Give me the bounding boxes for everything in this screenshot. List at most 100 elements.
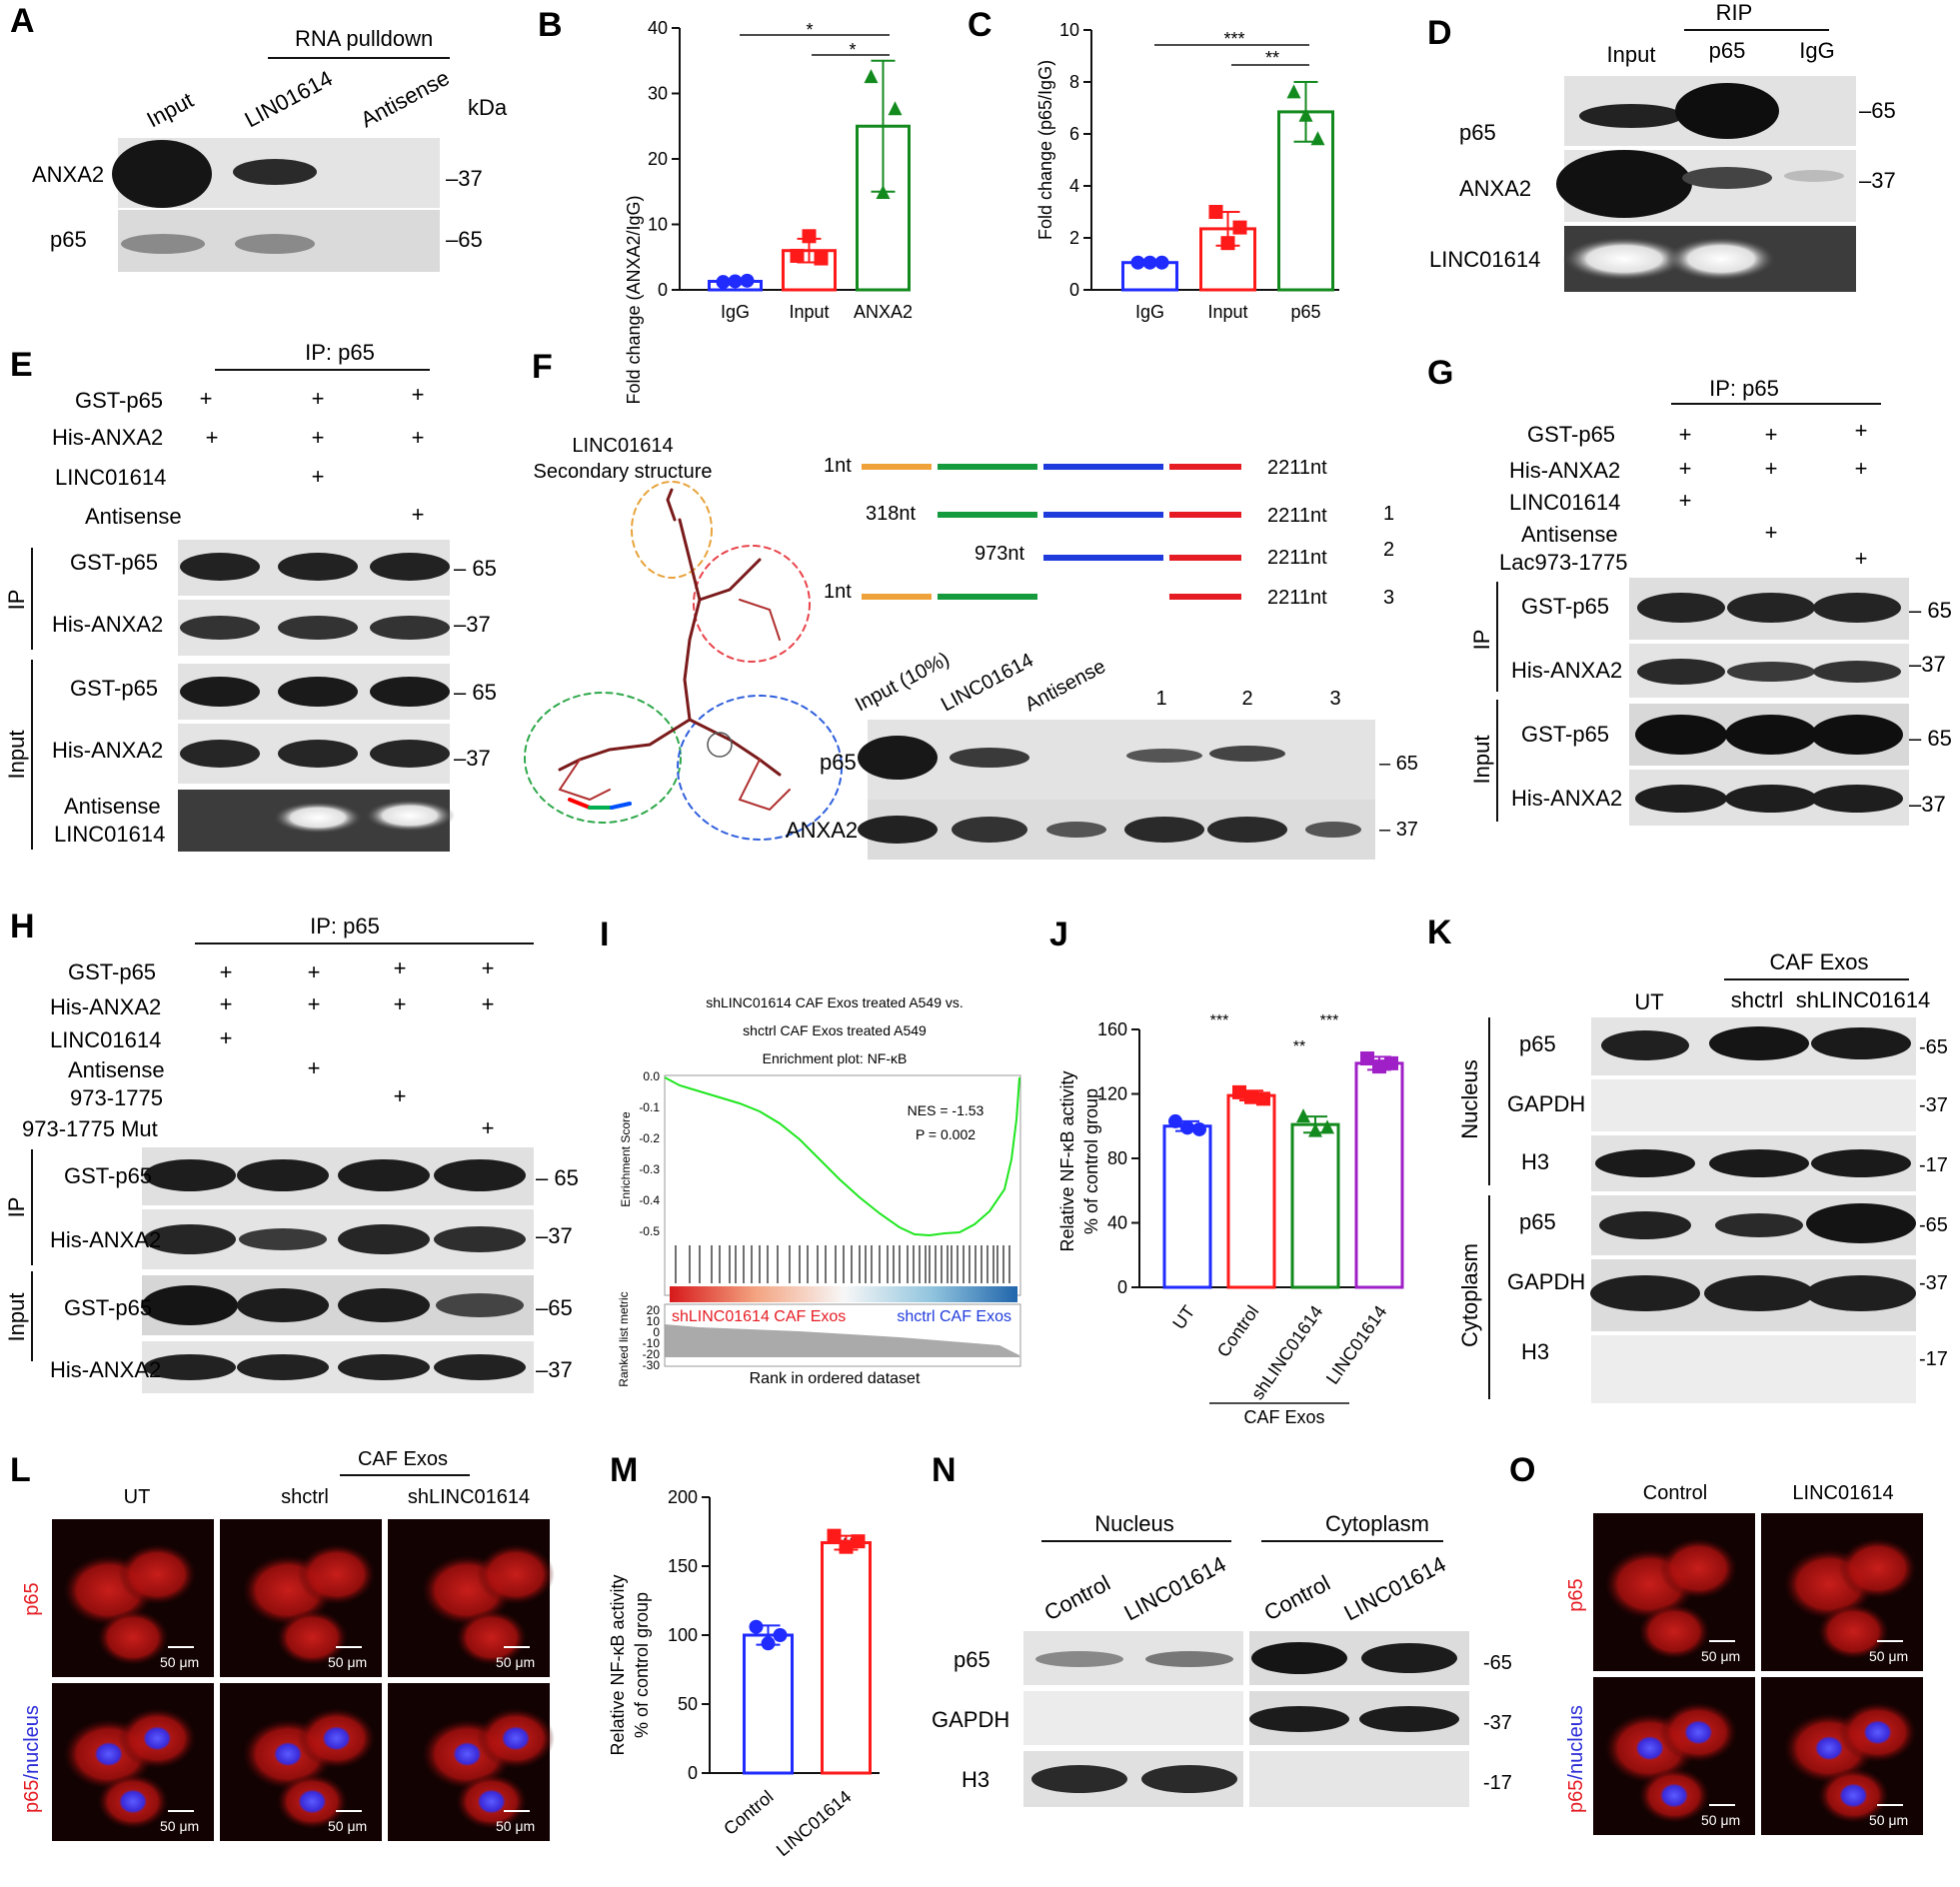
marker-label: –37 — [454, 612, 491, 637]
condition-label: 973-1775 — [70, 1085, 163, 1110]
band — [112, 140, 212, 208]
scale-label: 50 μm — [160, 1818, 199, 1834]
row-label: p65 — [1519, 1031, 1556, 1056]
row-label: LINC01614 — [1429, 247, 1540, 272]
lane-label: shctrl — [1731, 987, 1784, 1012]
lane-label: shLINC01614 — [1796, 987, 1931, 1012]
condition-label: Lac973-1775 — [1499, 550, 1627, 575]
svg-text:+: + — [1765, 422, 1778, 447]
x-tick-label: IgG — [1135, 302, 1164, 322]
data-point — [1192, 1121, 1206, 1136]
row-label: His-ANXA2 — [52, 738, 163, 763]
lane-label: Antisense — [357, 65, 454, 132]
data-point — [749, 1619, 764, 1634]
panel-letter: E — [10, 346, 33, 384]
nucleus — [453, 1742, 482, 1767]
structure-subtitle: Secondary structure — [534, 461, 713, 483]
panel-j-chart: J Relative NF-κB activity % of control g… — [1049, 916, 1404, 1427]
panel-i: I shLINC01614 CAF Exos treated A549 vs. … — [600, 916, 1021, 1387]
lane-label: Input — [143, 87, 198, 132]
plus-mark: + — [412, 425, 425, 450]
svg-text:0: 0 — [653, 1325, 660, 1339]
marker-label: – 65 — [454, 556, 497, 581]
panel-c-chart: C Fold change (p65/IgG) *** ** 0 2 4 6 8 10 Ig… — [968, 6, 1339, 322]
cell — [456, 1609, 528, 1666]
panel-n: N Nucleus Cytoplasm Control LINC01614 Co… — [932, 1451, 1512, 1807]
y-axis-label: Relative NF-κB activity — [608, 1574, 628, 1755]
y-tick-label: 160 — [1097, 1019, 1127, 1039]
column-label: shctrl — [281, 1486, 329, 1508]
data-point — [1180, 1120, 1194, 1135]
nucleus — [298, 1789, 327, 1814]
cell — [1817, 1603, 1889, 1660]
marker-label: – 65 — [1379, 753, 1418, 775]
ranked-metric-area — [665, 1324, 1019, 1357]
marker-label: -65 — [1919, 1036, 1948, 1058]
unit-label: kDa — [468, 95, 508, 120]
data-point — [1168, 1113, 1182, 1128]
scale-label: 50 μm — [496, 1654, 535, 1670]
row-label: ANXA2 — [1459, 176, 1531, 201]
panel-m-chart: M Relative NF-κB activity % of control g… — [608, 1451, 880, 1860]
group-label: IP — [1469, 630, 1494, 651]
y-axis-label-2: Ranked list metric — [617, 1291, 631, 1386]
panel-f: F LINC01614 Secondary structure 1nt — [524, 348, 1418, 860]
nucleus — [143, 1726, 172, 1751]
data-point — [876, 185, 891, 200]
row-label: p65/nucleus — [21, 1705, 43, 1813]
condition-label: Antisense — [85, 504, 182, 529]
row-label: LINC01614 — [54, 822, 165, 847]
panel-letter: O — [1509, 1451, 1535, 1489]
svg-text:+: + — [482, 1115, 495, 1140]
condition-label: GST-p65 — [68, 959, 156, 984]
data-point — [802, 229, 817, 244]
group-label: Input — [4, 731, 29, 780]
cell — [118, 1543, 197, 1605]
group-label: CAF Exos — [1243, 1407, 1324, 1427]
nucleus — [1635, 1736, 1664, 1761]
row-label: His-ANXA2 — [1511, 786, 1622, 811]
marker-label: -37 — [1483, 1712, 1512, 1734]
lane-label: LINC01614 — [938, 649, 1037, 716]
group-label: IP — [4, 590, 29, 611]
construct-end: 2211nt — [1267, 587, 1327, 609]
y-tick-label: 0 — [658, 280, 668, 300]
condition-label: His-ANXA2 — [1509, 458, 1620, 483]
nes-label: NES = -1.53 — [908, 1102, 984, 1118]
column-label: LINC01614 — [1792, 1482, 1893, 1504]
row-label: GAPDH — [1507, 1269, 1585, 1294]
svg-text:+: + — [1765, 520, 1778, 545]
nucleus — [1863, 1720, 1892, 1745]
x-tick-label: ANXA2 — [854, 302, 913, 322]
svg-text:-0.3: -0.3 — [639, 1162, 660, 1176]
marker-label: -17 — [1483, 1772, 1512, 1794]
p-label: P = 0.002 — [916, 1126, 976, 1142]
svg-text:+: + — [394, 955, 407, 980]
row-label: GAPDH — [932, 1707, 1009, 1732]
row-label: His-ANXA2 — [50, 1357, 161, 1382]
panel-g: G IP: p65 GST-p65 His-ANXA2 LINC01614 An… — [1427, 354, 1952, 826]
nucleus — [119, 1789, 147, 1814]
x-tick-label: LINC01614 — [1322, 1302, 1391, 1388]
marker-label: -65 — [1919, 1214, 1948, 1236]
condition-label: LINC01614 — [1509, 490, 1620, 515]
blot-header: IP: p65 — [1709, 376, 1779, 401]
panel-letter: H — [10, 908, 35, 945]
svg-text:+: + — [1855, 546, 1868, 571]
scale-label: 50 μm — [1869, 1648, 1908, 1664]
scale-label: 50 μm — [160, 1654, 199, 1670]
svg-text:+: + — [220, 1025, 233, 1050]
row-label: p65 — [820, 750, 857, 775]
condition-label: 973-1775 Mut — [22, 1116, 158, 1141]
svg-text:-0.5: -0.5 — [639, 1224, 660, 1238]
svg-text:+: + — [1855, 456, 1868, 481]
panel-letter: J — [1049, 916, 1068, 953]
plus-mark: + — [312, 386, 325, 411]
marker-label: –37 — [536, 1223, 573, 1248]
condition-label: Antisense — [68, 1057, 165, 1082]
scale-label: 50 μm — [328, 1654, 367, 1670]
data-point — [1256, 1091, 1270, 1106]
svg-text:+: + — [482, 991, 495, 1016]
lane-label: IgG — [1799, 38, 1834, 63]
